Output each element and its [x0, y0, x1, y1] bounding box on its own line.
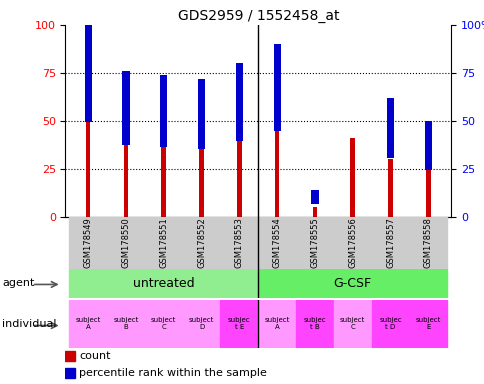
Bar — [65, 351, 75, 361]
Text: GSM178558: GSM178558 — [423, 217, 432, 268]
Bar — [182, 300, 220, 348]
Bar — [160, 75, 167, 147]
Bar — [273, 44, 280, 131]
Text: count: count — [79, 351, 110, 361]
Bar — [371, 300, 408, 348]
Bar — [371, 217, 408, 269]
Bar — [107, 217, 145, 269]
Text: GSM178554: GSM178554 — [272, 217, 281, 268]
Bar — [274, 63, 279, 217]
Text: G-CSF: G-CSF — [333, 277, 371, 290]
Bar — [237, 108, 241, 217]
Text: subjec
t B: subjec t B — [303, 317, 326, 330]
Bar — [295, 217, 333, 269]
Bar — [333, 300, 371, 348]
Bar — [220, 300, 257, 348]
Text: GSM178549: GSM178549 — [83, 217, 92, 268]
Bar — [312, 207, 317, 217]
Text: GSM178552: GSM178552 — [197, 217, 206, 268]
Text: GSM178553: GSM178553 — [234, 217, 243, 268]
Text: GSM178551: GSM178551 — [159, 217, 168, 268]
Bar — [424, 121, 431, 170]
Bar — [199, 131, 203, 217]
Text: subject
E: subject E — [415, 317, 440, 330]
Text: untreated: untreated — [133, 277, 194, 290]
Bar — [69, 217, 107, 269]
Bar — [197, 79, 205, 149]
Bar — [333, 217, 371, 269]
Bar — [69, 300, 107, 348]
Bar — [350, 138, 354, 217]
Text: subject
A: subject A — [264, 317, 289, 330]
Text: subject
C: subject C — [151, 317, 176, 330]
Text: percentile rank within the sample: percentile rank within the sample — [79, 367, 266, 377]
Bar — [408, 217, 446, 269]
Bar — [408, 300, 446, 348]
Text: subject
C: subject C — [339, 317, 365, 330]
Text: individual: individual — [2, 318, 57, 329]
Bar — [235, 63, 242, 141]
Bar — [388, 159, 392, 217]
Text: GSM178555: GSM178555 — [310, 217, 319, 268]
Bar — [145, 300, 182, 348]
Bar — [220, 217, 257, 269]
Bar — [161, 125, 166, 217]
Bar — [257, 300, 295, 348]
Text: subjec
t D: subjec t D — [378, 317, 401, 330]
Bar — [86, 73, 90, 217]
Bar — [65, 368, 75, 377]
Text: subject
B: subject B — [113, 317, 138, 330]
Title: GDS2959 / 1552458_at: GDS2959 / 1552458_at — [177, 8, 338, 23]
Text: GSM178557: GSM178557 — [385, 217, 394, 268]
Text: GSM178556: GSM178556 — [348, 217, 357, 268]
Bar — [123, 108, 128, 217]
Bar — [386, 98, 393, 158]
Text: GSM178550: GSM178550 — [121, 217, 130, 268]
Bar — [295, 300, 333, 348]
Bar — [145, 217, 182, 269]
Bar — [311, 190, 318, 204]
Bar — [257, 269, 446, 298]
Text: subject
A: subject A — [76, 317, 101, 330]
Text: agent: agent — [2, 278, 35, 288]
Bar — [107, 300, 145, 348]
Bar — [425, 161, 430, 217]
Bar — [257, 217, 295, 269]
Bar — [84, 25, 91, 122]
Text: subject
D: subject D — [188, 317, 214, 330]
Bar — [182, 217, 220, 269]
Bar — [69, 269, 257, 298]
Bar — [122, 71, 129, 145]
Text: subjec
t E: subjec t E — [227, 317, 250, 330]
